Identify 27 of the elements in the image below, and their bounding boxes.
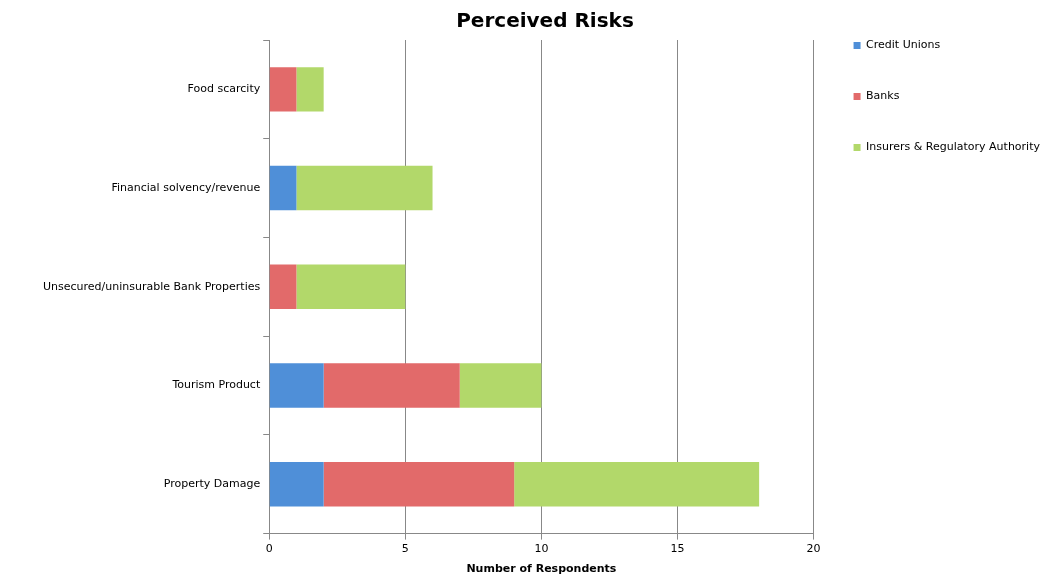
bar xyxy=(323,462,515,507)
bar xyxy=(269,264,297,310)
x-tick-label: 5 xyxy=(401,542,409,556)
y-tick-label: Property Damage xyxy=(163,477,261,491)
bar xyxy=(269,165,297,211)
bar xyxy=(269,462,324,507)
bar xyxy=(296,67,324,112)
bar xyxy=(323,363,460,408)
bar xyxy=(269,363,324,408)
x-tick-label: 10 xyxy=(534,542,549,556)
bar xyxy=(459,363,542,408)
bar xyxy=(269,67,297,112)
y-tick-label: Financial solvency/revenue xyxy=(111,180,261,194)
legend-label: Banks xyxy=(866,89,900,103)
y-tick-label: Unsecured/uninsurable Bank Properties xyxy=(43,279,261,293)
y-tick-label: Tourism Product xyxy=(171,378,261,392)
x-axis-title: Number of Respondents xyxy=(466,562,617,576)
legend-label: Credit Unions xyxy=(866,38,941,52)
y-tick-label: Food scarcity xyxy=(187,82,261,96)
bar xyxy=(296,165,433,211)
x-tick-label: 15 xyxy=(670,542,685,556)
x-tick-label: 20 xyxy=(806,542,821,556)
chart-title: Perceived Risks xyxy=(456,8,634,33)
bar xyxy=(296,264,406,310)
x-tick-label: 0 xyxy=(265,542,273,556)
bar xyxy=(514,462,760,507)
legend-label: Insurers & Regulatory Authority xyxy=(866,140,1041,154)
